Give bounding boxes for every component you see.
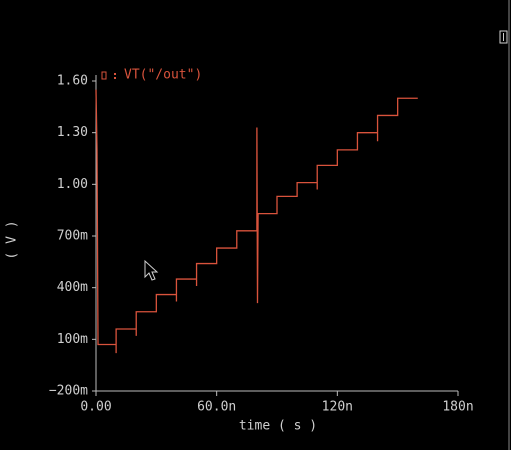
y-tick-label: 1.60 bbox=[57, 74, 88, 89]
legend-colon bbox=[114, 77, 116, 79]
x-tick-label: 0.00 bbox=[80, 400, 111, 415]
y-tick-label: 400m bbox=[57, 280, 88, 295]
series-line bbox=[95, 89, 418, 354]
legend-entry: VT("/out") bbox=[124, 68, 202, 83]
x-tick-label: 120n bbox=[322, 400, 353, 415]
x-tick-label: 180n bbox=[442, 400, 473, 415]
legend-colon bbox=[114, 73, 116, 75]
legend-marker bbox=[101, 71, 107, 80]
y-axis-label: ( V ) bbox=[5, 220, 20, 259]
x-tick-label: 60.0n bbox=[197, 400, 236, 415]
window-icon bbox=[499, 30, 508, 44]
x-axis-label: time ( s ) bbox=[239, 419, 317, 434]
y-tick-label: 100m bbox=[57, 332, 88, 347]
y-tick-label: 1.30 bbox=[57, 125, 88, 140]
y-tick-label: −200m bbox=[49, 384, 88, 399]
y-tick-label: 700m bbox=[57, 229, 88, 244]
y-tick-label: 1.00 bbox=[57, 177, 88, 192]
mouse-cursor bbox=[144, 259, 159, 281]
